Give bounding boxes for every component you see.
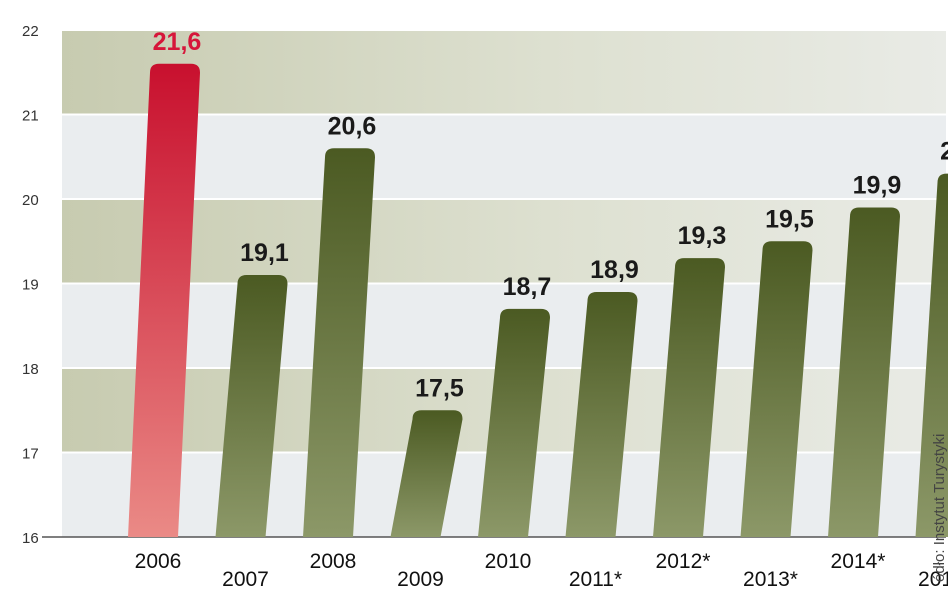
- x-tick-label: 2015*: [918, 568, 948, 591]
- value-label: 20,3: [940, 138, 948, 166]
- y-tick-label: 18: [22, 361, 39, 378]
- bar-2011: [565, 291, 638, 537]
- x-tick-label: 2009: [397, 568, 444, 591]
- y-tick-label: 16: [22, 530, 39, 547]
- value-label: 19,9: [853, 171, 902, 199]
- x-tick-label: 2010: [485, 550, 532, 573]
- x-tick-label: 2013*: [743, 568, 798, 591]
- x-tick-label: 2011*: [569, 568, 622, 591]
- y-tick-label: 22: [22, 23, 39, 40]
- background-band: [62, 30, 946, 115]
- x-tick-label: 2014*: [831, 550, 886, 573]
- value-labels: 21,6 19,1 20,6 17,5 18,7 18,9 19,3 19,5 19,9 20,3: [153, 28, 948, 402]
- value-label: 21,6: [153, 28, 202, 56]
- bar-2009: [390, 410, 463, 537]
- value-label: 19,1: [240, 239, 289, 267]
- value-label: 19,5: [765, 205, 814, 233]
- bar-2014: [828, 207, 900, 537]
- x-tick-label: 2012*: [656, 550, 711, 573]
- bars: [128, 63, 948, 538]
- value-label: 18,7: [503, 273, 552, 301]
- y-tick-label: 21: [22, 108, 39, 125]
- y-tick-label: 17: [22, 446, 39, 463]
- bar-2012: [653, 258, 725, 537]
- y-axis-ticks: 16 17 18 19 20 21 22: [22, 23, 39, 547]
- value-label: 17,5: [415, 374, 464, 402]
- y-tick-label: 20: [22, 192, 39, 209]
- y-tick-label: 19: [22, 277, 39, 294]
- source-label: ódło: Instytut Turystyki: [931, 434, 948, 582]
- bar-2013: [740, 241, 813, 537]
- bar-2008: [303, 148, 375, 538]
- x-tick-label: 2006: [135, 550, 182, 573]
- value-label: 18,9: [590, 256, 639, 284]
- x-tick-label: 2007: [222, 568, 269, 591]
- x-tick-label: 2008: [310, 550, 357, 573]
- bar-2006: [128, 63, 200, 538]
- background-band: [62, 114, 946, 199]
- value-label: 20,6: [328, 112, 377, 140]
- x-axis-labels: 2006 2007 2008 2009 2010 2011* 2012* 2013* 2014*…: [135, 550, 948, 591]
- value-label: 19,3: [678, 222, 727, 250]
- bar-2007: [215, 275, 288, 537]
- bar-2015: [915, 173, 948, 537]
- bar-2010: [478, 308, 550, 537]
